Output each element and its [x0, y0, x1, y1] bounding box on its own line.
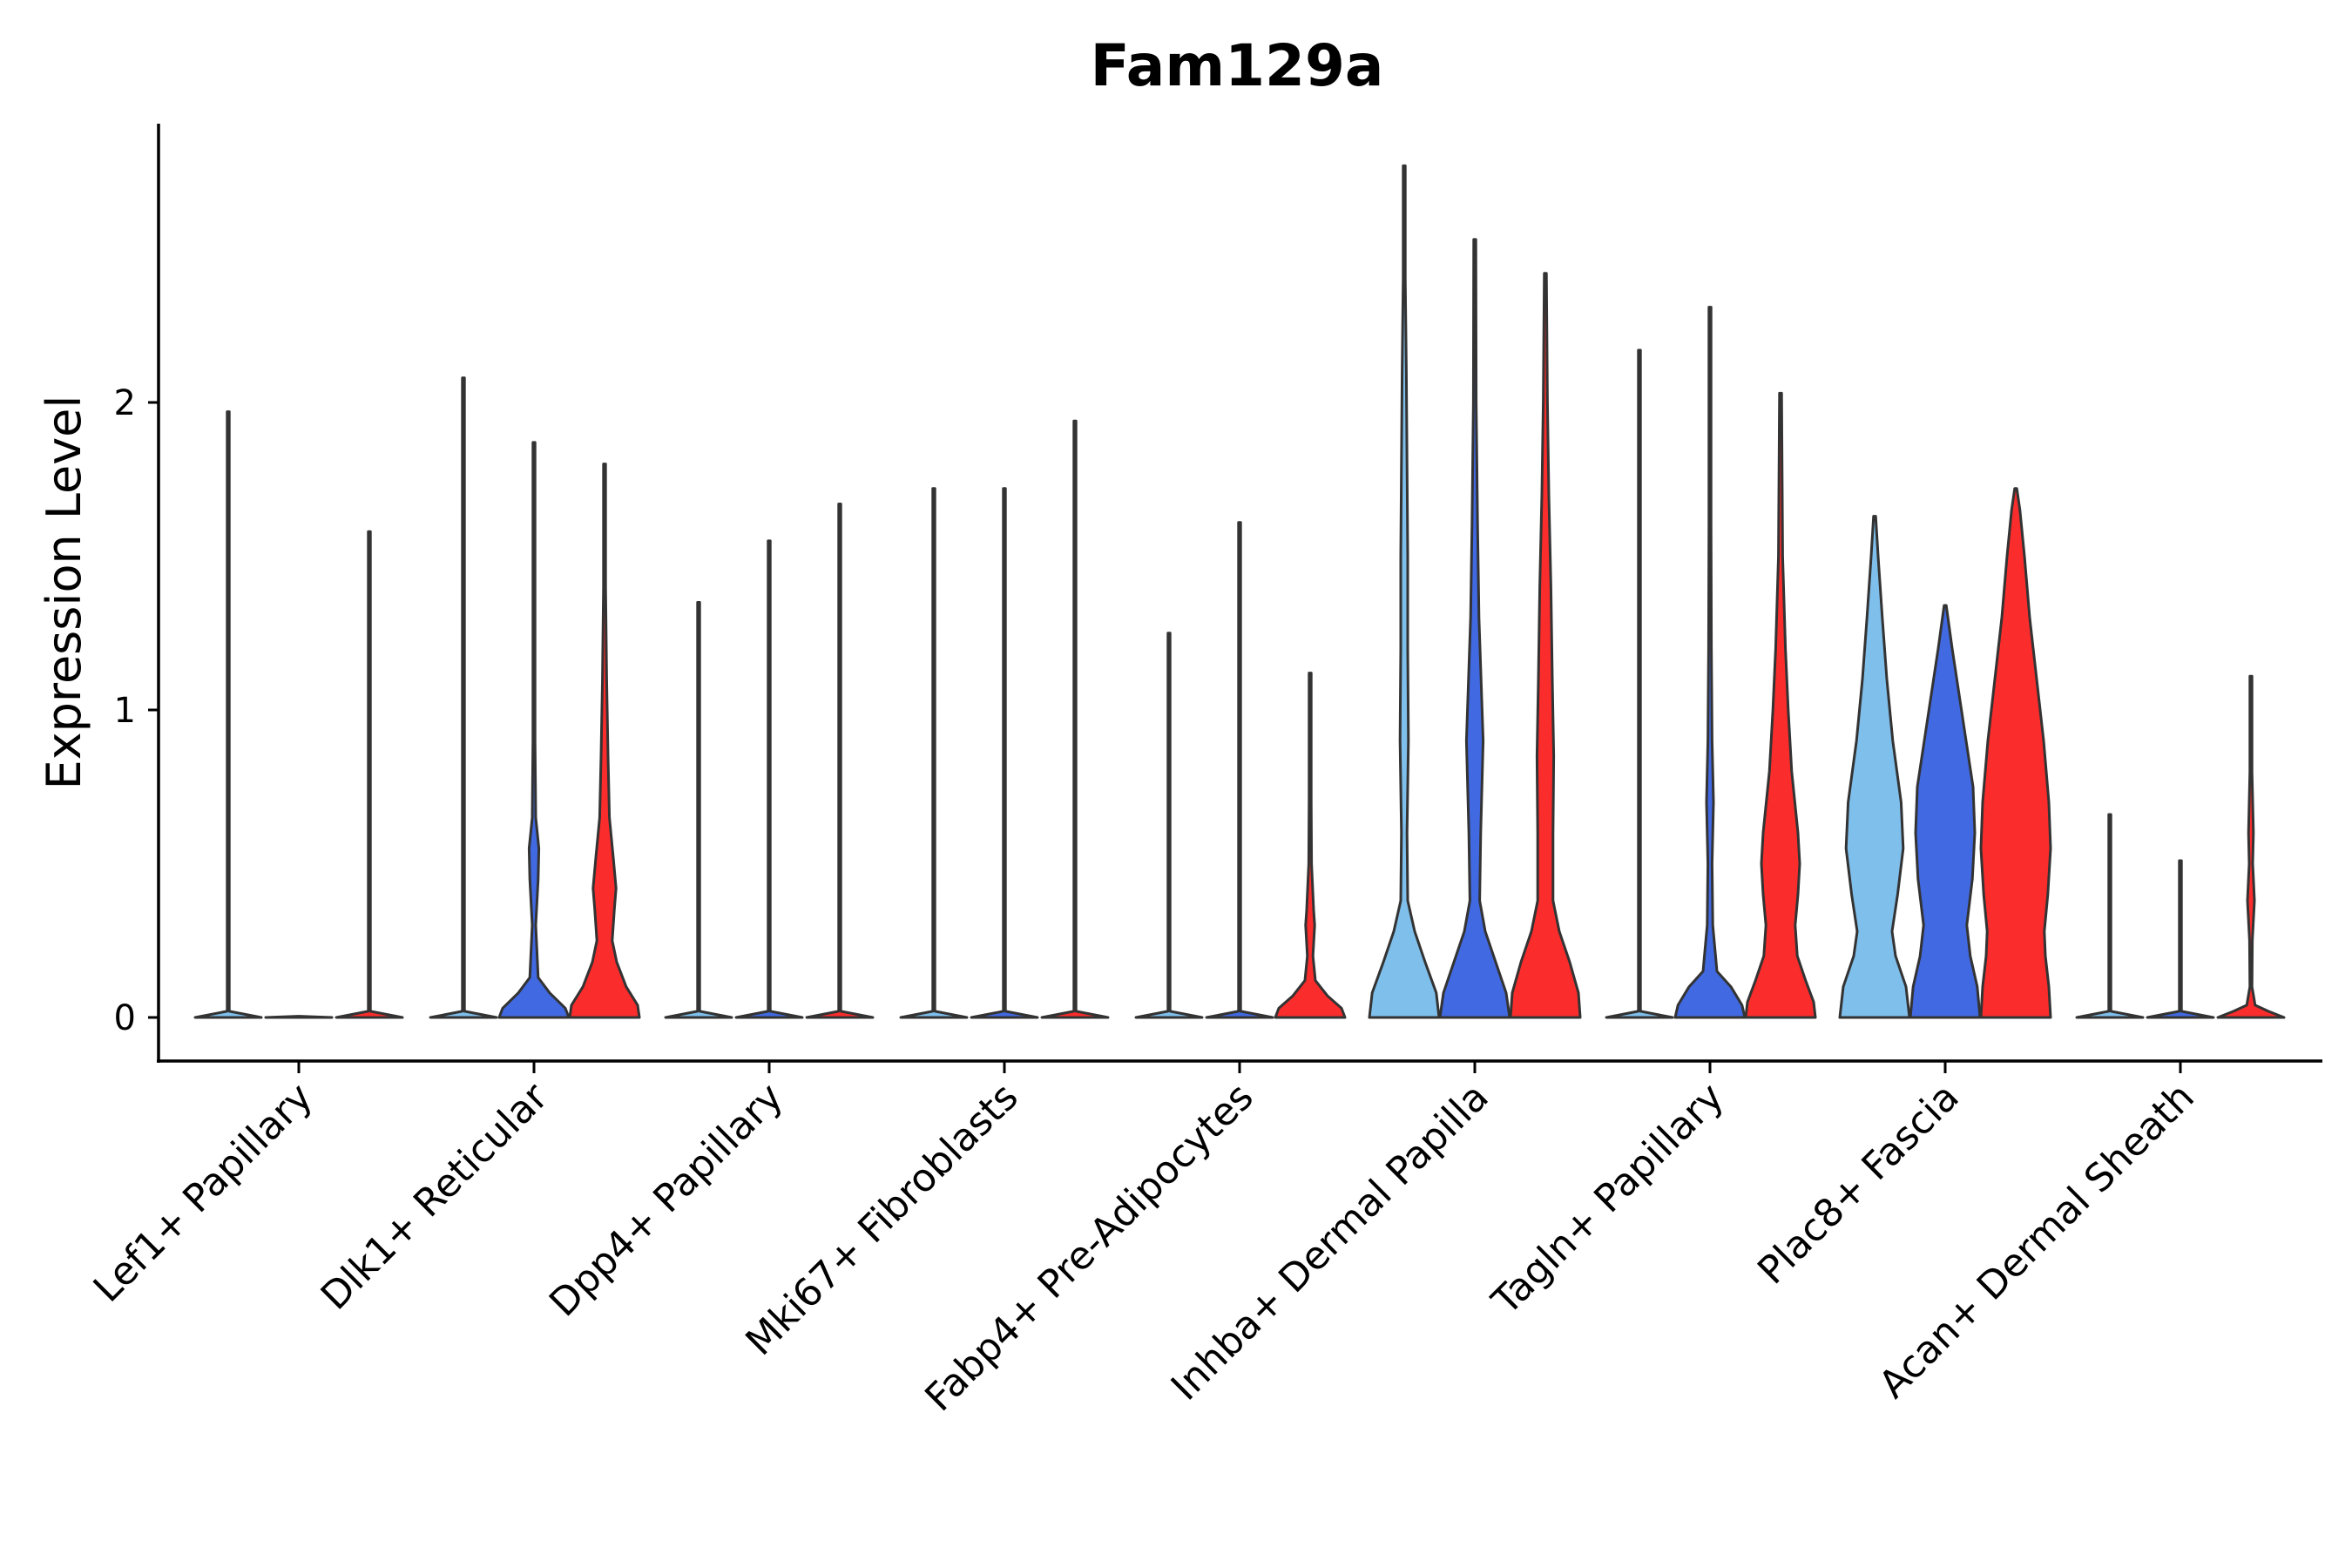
violin-6-2	[1438, 238, 1511, 1019]
violins-layer	[193, 164, 2286, 1019]
violin-4-1	[899, 487, 969, 1019]
violin-7-1	[1605, 348, 1674, 1019]
violin-2-2	[497, 441, 571, 1019]
violin-9-1	[2075, 813, 2145, 1019]
violin-7-2	[1673, 306, 1747, 1019]
y-tick-label-2: 2	[114, 383, 136, 423]
violin-6-1	[1368, 164, 1441, 1019]
y-tick-label-1: 1	[114, 691, 136, 731]
ticks-layer: 0 1 2	[114, 383, 159, 1038]
violin-9-3	[2216, 674, 2286, 1019]
x-category-label-7: Tagln+ Papillary	[1484, 1075, 1733, 1324]
violin-9-2	[2146, 859, 2215, 1019]
violin-8-2	[1909, 604, 1982, 1019]
violin-2-3	[568, 463, 641, 1019]
y-tick-label-0: 0	[114, 998, 136, 1038]
violin-5-2	[1205, 521, 1274, 1019]
x-category-label-2: Dlk1+ Reticular	[313, 1074, 558, 1319]
y-axis-label: Expression Level	[37, 395, 91, 790]
violin-5-3	[1274, 672, 1347, 1019]
violin-1-1	[193, 410, 263, 1019]
violin-7-3	[1744, 391, 1817, 1019]
x-category-label-3: Dpp4+ Papillary	[541, 1075, 792, 1326]
x-category-label-8: Plac8+ Fascia	[1749, 1075, 1968, 1294]
violin-3-2	[734, 539, 804, 1019]
violin-6-3	[1509, 272, 1582, 1019]
violin-5-1	[1134, 632, 1204, 1019]
violin-2-1	[429, 376, 498, 1019]
chart-title: Fam129a	[1091, 32, 1384, 99]
violin-1-3	[335, 530, 404, 1019]
violin-8-3	[1979, 487, 2052, 1019]
x-category-label-1: Lef1+ Papillary	[85, 1075, 321, 1311]
violin-3-1	[664, 601, 733, 1019]
violin-4-2	[970, 487, 1039, 1019]
violin-8-1	[1838, 515, 1911, 1019]
violin-4-3	[1040, 419, 1110, 1019]
violin-3-3	[805, 503, 875, 1019]
